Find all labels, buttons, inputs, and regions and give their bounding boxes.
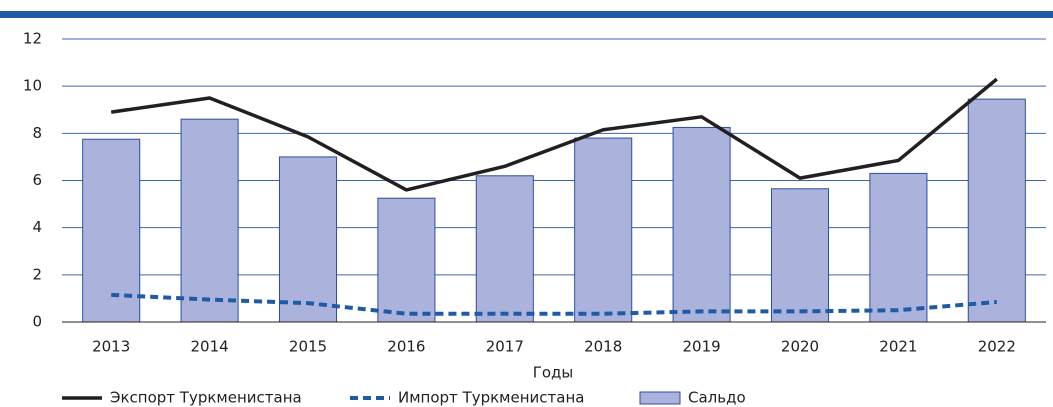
- bar: [672, 126, 731, 323]
- legend-label: Сальдо: [688, 389, 746, 407]
- y-tick-label: 0: [32, 313, 42, 331]
- y-tick-label: 8: [32, 124, 42, 142]
- top-band: [0, 11, 1053, 18]
- x-tick-label: 2020: [781, 338, 819, 356]
- bar: [278, 156, 338, 323]
- x-tick-label: 2019: [683, 338, 721, 356]
- y-tick-label: 6: [32, 171, 42, 189]
- y-tick-label: 10: [23, 77, 42, 95]
- bar: [377, 197, 436, 323]
- x-tick-label: 2016: [387, 338, 425, 356]
- x-tick-label: 2018: [584, 338, 622, 356]
- y-tick-label: 12: [23, 30, 42, 48]
- bar: [475, 175, 534, 323]
- x-axis-label: Годы: [533, 364, 574, 382]
- bar: [869, 172, 928, 323]
- legend-swatch: [639, 391, 681, 405]
- y-tick-label: 4: [32, 218, 42, 236]
- line: [111, 292, 997, 316]
- bar: [967, 98, 1026, 323]
- bar: [770, 188, 830, 323]
- line: [110, 77, 998, 192]
- x-tick-label: 2017: [486, 338, 524, 356]
- x-tick-label: 2021: [879, 338, 917, 356]
- y-tick-label: 2: [32, 265, 42, 283]
- x-tick-label: 2013: [92, 338, 130, 356]
- x-tick-label: 2015: [289, 338, 327, 356]
- x-tick-label: 2022: [978, 338, 1016, 356]
- bar: [574, 137, 633, 323]
- legend-label: Экспорт Туркменистана: [110, 389, 302, 407]
- legend-label: Импорт Туркменистана: [398, 389, 584, 407]
- x-tick-label: 2014: [191, 338, 229, 356]
- bar: [180, 118, 239, 323]
